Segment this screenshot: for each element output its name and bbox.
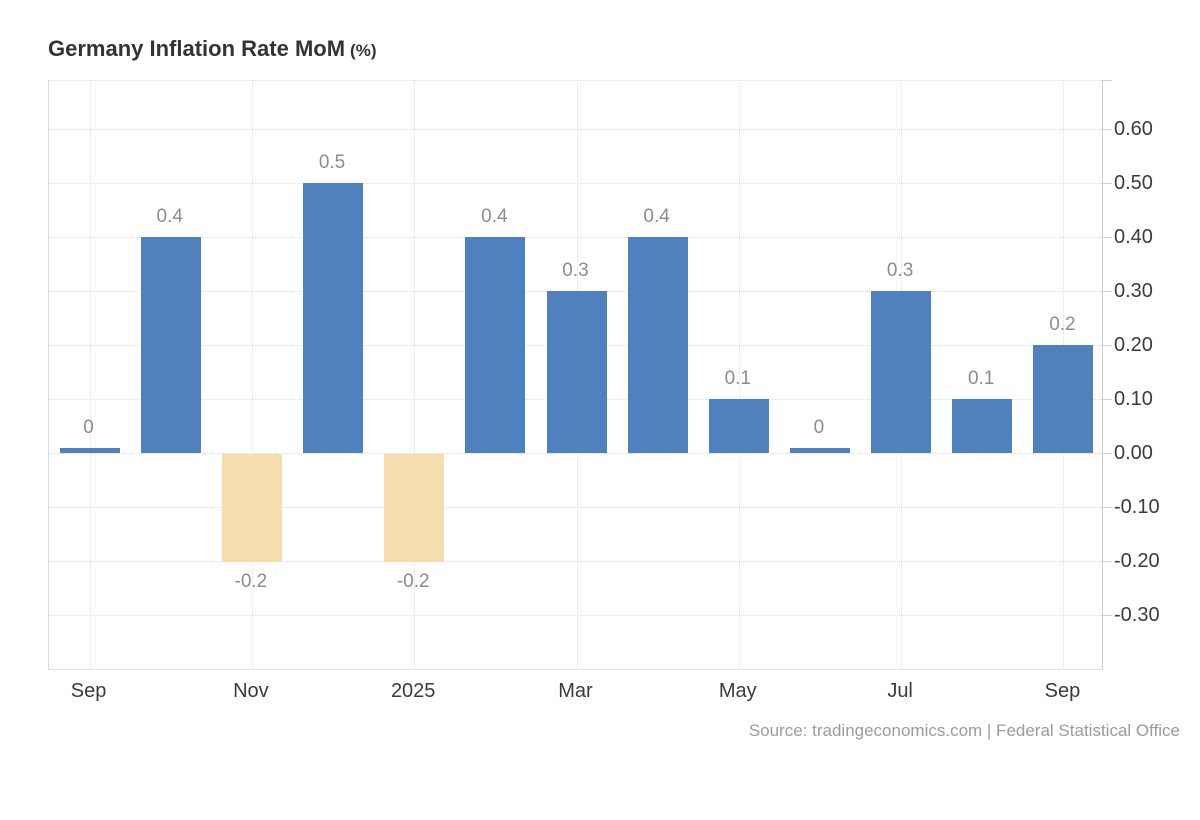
- gridline-vertical: [89, 80, 91, 669]
- y-axis-label: 0.20: [1114, 334, 1153, 356]
- data-bar[interactable]: [465, 237, 526, 453]
- chart-title-text: Germany Inflation Rate MoM: [48, 36, 346, 61]
- gridline-horizontal: [49, 183, 1102, 184]
- y-axis-label: 0.10: [1114, 388, 1153, 410]
- y-axis-tick: [1103, 453, 1112, 454]
- x-axis-label: Jul: [887, 680, 913, 702]
- chart-title-unit: (%): [350, 41, 377, 60]
- data-bar[interactable]: [708, 399, 769, 453]
- y-axis-tick: [1103, 399, 1112, 400]
- x-axis-label: 2025: [390, 680, 436, 702]
- x-axis-label: Sep: [70, 680, 107, 702]
- gridline-vertical: [738, 80, 740, 669]
- data-bar-value-label: 0.1: [724, 368, 751, 389]
- gridline-horizontal: [49, 453, 1102, 454]
- x-axis-label: Nov: [233, 680, 269, 702]
- gridline-horizontal: [49, 237, 1102, 238]
- y-axis-tick: [1103, 615, 1112, 616]
- page-title: Germany Inflation Rate MoM (%): [48, 36, 377, 62]
- data-bar-value-label: 0.3: [562, 260, 589, 281]
- data-bar-value-label: 0: [83, 417, 94, 438]
- data-bar[interactable]: [384, 454, 445, 562]
- y-axis-label: 0.60: [1114, 118, 1153, 140]
- y-axis-tick: [1103, 345, 1112, 346]
- gridline-horizontal: [49, 507, 1102, 508]
- gridline-vertical: [251, 80, 253, 669]
- data-bar-value-label: 0.4: [643, 206, 670, 227]
- x-axis-label: Sep: [1044, 680, 1081, 702]
- source-attribution: Source: tradingeconomics.com | Federal S…: [748, 721, 1180, 740]
- gridline-horizontal: [49, 561, 1102, 562]
- data-bar-value-label: 0.4: [156, 206, 183, 227]
- data-bar[interactable]: [303, 183, 364, 453]
- y-axis-tick: [1103, 129, 1112, 130]
- data-bar-value-label: 0.1: [968, 368, 995, 389]
- gridline-vertical: [414, 80, 416, 669]
- y-axis-label: 0.00: [1114, 442, 1153, 464]
- data-bar-value-label: 0.3: [886, 260, 914, 281]
- data-bar[interactable]: [871, 291, 932, 453]
- plot-area: [48, 80, 1103, 670]
- data-bar[interactable]: [59, 448, 120, 453]
- data-bar[interactable]: [1033, 345, 1094, 453]
- y-axis-tick: [1103, 507, 1112, 508]
- y-axis-tick: [1103, 291, 1112, 292]
- data-bar[interactable]: [952, 399, 1013, 453]
- y-axis-label: 0.40: [1114, 226, 1153, 248]
- x-axis-label: Mar: [558, 680, 593, 702]
- gridline-horizontal: [49, 615, 1102, 616]
- gridline-top: [49, 80, 1102, 81]
- y-axis-label: 0.50: [1114, 172, 1153, 194]
- data-bar-value-label: 0.5: [318, 152, 346, 173]
- data-bar[interactable]: [546, 291, 607, 453]
- y-axis-label: -0.30: [1114, 604, 1160, 626]
- data-bar-value-label: 0: [813, 417, 825, 438]
- data-bar-value-label: 0.2: [1049, 314, 1076, 335]
- x-axis-label: May: [718, 680, 757, 702]
- y-axis-label: -0.10: [1114, 496, 1160, 518]
- data-bar[interactable]: [789, 448, 850, 453]
- y-axis-tick: [1103, 237, 1112, 238]
- y-axis-tick: [1103, 183, 1112, 184]
- data-bar-value-label: -0.2: [396, 571, 430, 592]
- y-axis-tick: [1103, 80, 1112, 81]
- data-bar[interactable]: [221, 454, 282, 562]
- data-bar-value-label: -0.2: [234, 571, 268, 592]
- data-bar-value-label: 0.4: [481, 206, 508, 227]
- y-axis-label: -0.20: [1114, 550, 1160, 572]
- data-bar[interactable]: [627, 237, 688, 453]
- y-axis-tick: [1103, 561, 1112, 562]
- gridline-horizontal: [49, 129, 1102, 130]
- y-axis-label: 0.30: [1114, 280, 1153, 302]
- data-bar[interactable]: [140, 237, 201, 453]
